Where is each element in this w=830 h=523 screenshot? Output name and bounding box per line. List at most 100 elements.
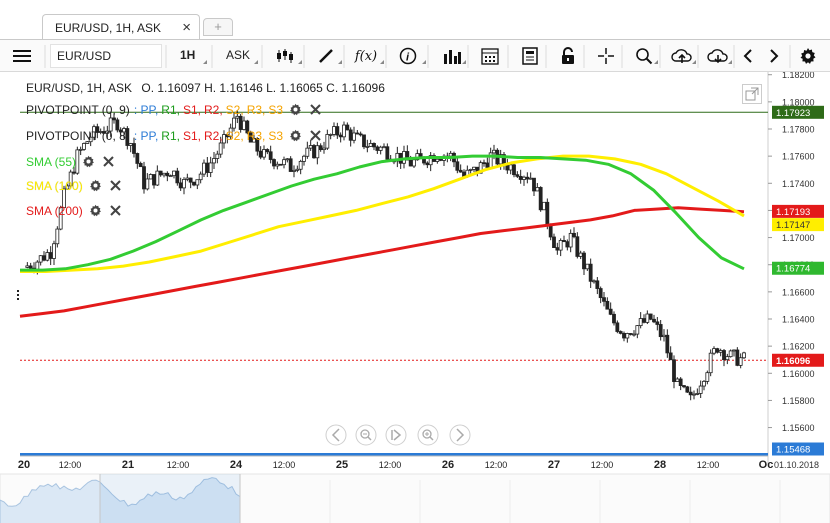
svg-text:i: i (406, 52, 410, 64)
gear-icon[interactable] (796, 44, 820, 68)
nav-button-circle[interactable] (325, 424, 347, 446)
candle-body (718, 350, 723, 353)
price-label-badge: 1.17923 (772, 105, 824, 119)
scroll-left-icon[interactable] (325, 424, 347, 446)
candle-body (678, 378, 683, 386)
price-label-badge: 1.16774 (772, 261, 824, 275)
indicator-settings-gear-icon[interactable] (89, 179, 102, 195)
y-tick-label: 1.17600 (782, 152, 815, 162)
report-icon[interactable] (518, 44, 542, 68)
volume-bars-icon[interactable] (440, 44, 464, 68)
candle-body (108, 117, 113, 132)
candle-body (65, 185, 70, 190)
candlestick-icon[interactable] (274, 44, 298, 68)
side-selector[interactable]: ASK (218, 44, 260, 68)
lock-icon[interactable] (556, 44, 580, 68)
candle-body (95, 126, 100, 133)
candle-body (402, 151, 406, 164)
candle-body (155, 170, 160, 186)
indicator-remove-close-icon[interactable] (103, 156, 114, 170)
candle-body (35, 261, 40, 270)
candle-body (275, 163, 280, 167)
indicator-remove-close-icon[interactable] (109, 205, 121, 219)
candle-body (458, 169, 463, 173)
candle-body (605, 300, 610, 310)
indicator-settings-gear-icon[interactable] (289, 129, 302, 145)
zoom-out-icon[interactable] (355, 424, 377, 446)
candle-body (688, 391, 693, 396)
popout-icon[interactable] (742, 84, 762, 104)
candle-body (635, 325, 640, 335)
reset-zoom-icon[interactable] (385, 424, 407, 446)
nav-button-circle[interactable] (385, 424, 407, 446)
price-label-badge: 1.17193 (772, 204, 824, 218)
scroll-right-icon[interactable] (449, 424, 471, 446)
candle-body (702, 380, 706, 387)
x-tick-label: 20 (18, 459, 30, 471)
candle-body (282, 159, 286, 166)
nav-button-circle[interactable] (417, 424, 439, 446)
sma-55-line (20, 154, 745, 272)
indicator-remove-close-icon[interactable] (109, 180, 121, 194)
candle-body (515, 174, 520, 177)
crosshair-icon[interactable] (594, 44, 618, 68)
chart-tab[interactable]: EUR/USD, 1H, ASK × (42, 14, 200, 40)
candle-body (485, 162, 490, 168)
price-label-text: 1.17147 (776, 220, 810, 231)
nav-glyph (422, 429, 432, 439)
calendar-icon[interactable] (478, 44, 502, 68)
indicator-settings-gear-icon[interactable] (89, 204, 102, 220)
x-tick-label: 12:00 (273, 460, 296, 470)
menu-icon[interactable] (10, 44, 34, 68)
candle-body (232, 117, 236, 129)
function-icon[interactable]: f(x) (354, 44, 378, 68)
candle-body (652, 318, 656, 323)
indicator-remove-close-icon[interactable] (310, 130, 321, 144)
candle-body (178, 182, 183, 189)
nav-button-circle[interactable] (449, 424, 471, 446)
draw-line-icon[interactable] (314, 44, 338, 68)
price-chart[interactable]: 1.182001.180001.178001.176001.174001.172… (0, 70, 830, 523)
candle-body (325, 134, 330, 149)
candle-body (148, 174, 153, 180)
candle-body (362, 134, 366, 148)
candle-body (262, 149, 266, 158)
pivot-level-label: S3 (268, 129, 284, 143)
chevron-left-icon[interactable] (736, 44, 760, 68)
candle-body (655, 321, 660, 325)
price-label-bg (772, 261, 824, 275)
period-selector[interactable]: 1H (168, 44, 208, 68)
candle-body (365, 146, 370, 148)
nav-glyph (456, 428, 465, 442)
candle-body (355, 132, 360, 135)
chevron-right-icon[interactable] (762, 44, 786, 68)
symbol-selector[interactable]: EUR/USD (50, 44, 162, 68)
nav-button-circle[interactable] (355, 424, 377, 446)
side-label: ASK (226, 48, 251, 62)
indicator-settings-gear-icon[interactable] (289, 103, 302, 119)
zoom-icon[interactable] (632, 44, 656, 68)
candle-body (305, 147, 310, 157)
tab-strip: EUR/USD, 1H, ASK × + (0, 0, 830, 40)
candle-body (522, 176, 526, 180)
cloud-upload-icon[interactable] (670, 44, 694, 68)
candle-body (72, 171, 76, 174)
cloud-download-icon[interactable] (706, 44, 730, 68)
zoom-in-icon[interactable] (417, 424, 439, 446)
indicator-settings-gear-icon[interactable] (82, 155, 95, 171)
candle-body (492, 149, 496, 154)
candle-body (685, 386, 690, 393)
add-tab-button[interactable]: + (203, 18, 233, 36)
candle-body (328, 133, 333, 136)
indicator-remove-close-icon[interactable] (310, 104, 321, 118)
candle-body (382, 146, 386, 149)
candle-body (565, 241, 570, 248)
info-icon[interactable]: i (396, 44, 420, 68)
resize-handle-dot (17, 294, 19, 296)
chart-canvas[interactable]: 1.182001.180001.178001.176001.174001.172… (0, 70, 830, 523)
candle-body (708, 352, 713, 374)
close-icon[interactable]: × (182, 19, 191, 36)
candle-body (75, 149, 80, 174)
sma-100-line (20, 154, 745, 273)
symbol-label: EUR/USD (57, 49, 112, 63)
